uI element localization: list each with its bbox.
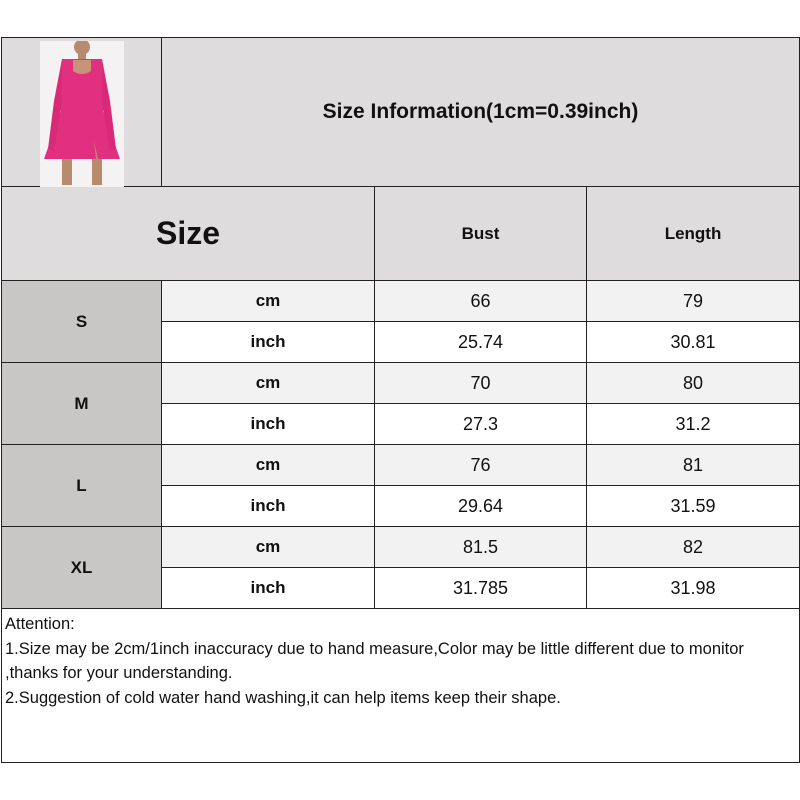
length-value: 79 [585,280,800,322]
table-row: inch 31.785 31.98 [2,567,800,609]
unit-label: cm [161,280,375,322]
bust-value: 31.785 [374,567,587,609]
unit-label: cm [161,362,375,404]
table-row: L cm 76 81 [1,444,800,527]
table-row: inch 27.3 31.2 [2,403,800,445]
table-row: M cm 70 80 [1,362,800,445]
unit-label: cm [161,444,375,486]
size-column-header: Size [1,186,375,281]
unit-label: cm [161,526,375,568]
attention-note-1: 1.Size may be 2cm/1inch inaccuracy due t… [5,639,744,683]
unit-label: inch [161,403,375,445]
attention-heading: Attention: [5,615,75,633]
table-row: inch 29.64 31.59 [2,485,800,527]
length-value: 81 [585,444,800,486]
unit-label: inch [161,567,375,609]
size-label: S [1,280,162,363]
attention-notes: Attention: 1.Size may be 2cm/1inch inacc… [0,608,800,763]
bust-value: 70 [374,362,587,404]
bust-value: 27.3 [374,403,587,445]
bust-column-header: Bust [374,186,587,281]
size-label: XL [1,526,162,609]
size-chart-table: Size Information(1cm=0.39inch) Size Bust… [0,37,800,763]
length-value: 31.2 [585,403,800,445]
length-value: 30.81 [585,321,800,363]
table-row: inch 25.74 30.81 [2,321,800,363]
table-row: XL cm 81.5 82 [1,526,800,609]
table-row: S cm 66 79 [1,280,800,363]
attention-note-2: 2.Suggestion of cold water hand washing,… [5,688,561,707]
size-label: L [1,444,162,527]
product-image-cell [1,37,162,187]
length-value: 31.98 [585,567,800,609]
product-image [2,39,161,187]
length-value: 82 [585,526,800,568]
length-column-header: Length [585,186,800,281]
bust-value: 76 [374,444,587,486]
length-value: 80 [585,362,800,404]
bust-value: 29.64 [374,485,587,527]
unit-label: inch [161,485,375,527]
size-info-title: Size Information(1cm=0.39inch) [160,37,800,187]
bust-value: 66 [374,280,587,322]
size-label: M [1,362,162,445]
bust-value: 25.74 [374,321,587,363]
unit-label: inch [161,321,375,363]
length-value: 31.59 [585,485,800,527]
bust-value: 81.5 [374,526,587,568]
